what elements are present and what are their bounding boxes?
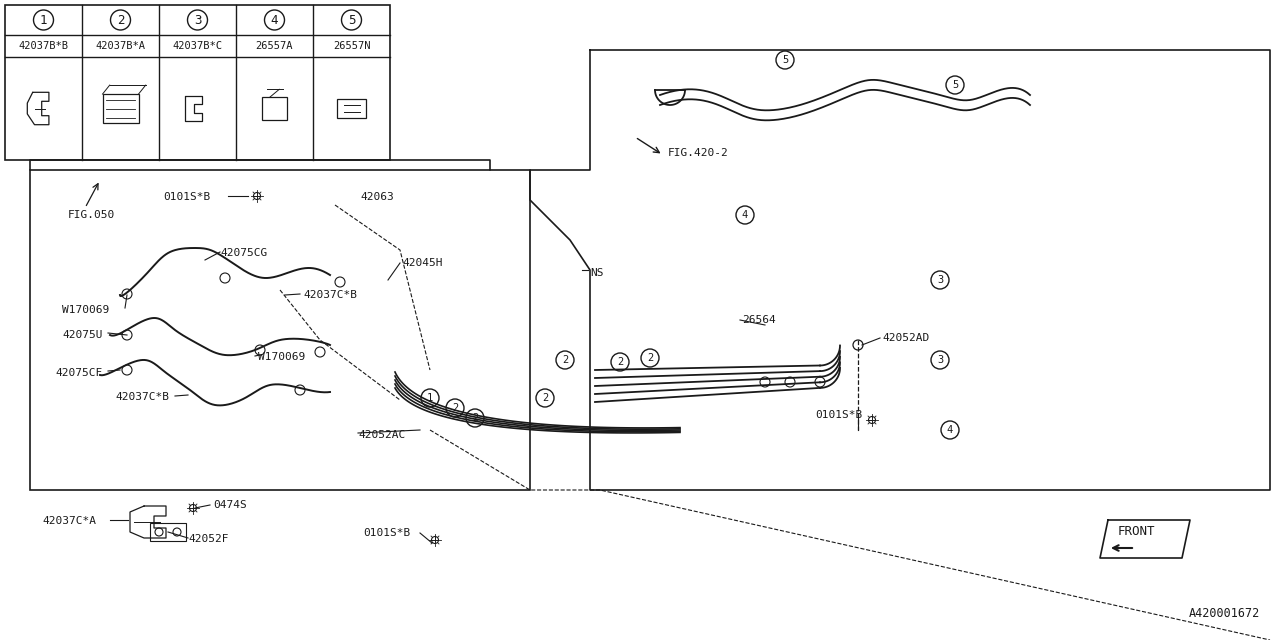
Text: 42052AC: 42052AC [358, 430, 406, 440]
Bar [150, 523, 186, 541]
Text: 42075CG: 42075CG [220, 248, 268, 258]
Text: 26564: 26564 [742, 315, 776, 325]
Text: W170069: W170069 [259, 352, 305, 362]
Text: 2: 2 [452, 403, 458, 413]
Text: 5: 5 [782, 55, 788, 65]
Text: 0101S*B: 0101S*B [163, 192, 210, 202]
Text: 42052AD: 42052AD [882, 333, 929, 343]
Text: 26557A: 26557A [256, 41, 293, 51]
Text: 2: 2 [472, 413, 479, 423]
Text: 2: 2 [562, 355, 568, 365]
Text: 4: 4 [947, 425, 954, 435]
Bar [261, 97, 287, 120]
Text: 0101S*B: 0101S*B [815, 410, 863, 420]
Text: 2: 2 [646, 353, 653, 363]
Text: 3: 3 [937, 275, 943, 285]
Text: NS: NS [590, 268, 603, 278]
Text: 42037B*B: 42037B*B [18, 41, 69, 51]
Text: W170069: W170069 [61, 305, 109, 315]
Text: 3: 3 [193, 13, 201, 26]
Text: 42063: 42063 [360, 192, 394, 202]
Text: FIG.050: FIG.050 [68, 210, 115, 220]
Text: 0101S*B: 0101S*B [364, 528, 411, 538]
Text: 42037B*A: 42037B*A [96, 41, 146, 51]
Bar [337, 99, 366, 118]
Text: 2: 2 [116, 13, 124, 26]
Text: 42037C*B: 42037C*B [303, 290, 357, 300]
Text: 42045H: 42045H [402, 258, 443, 268]
Text: 42037C*B: 42037C*B [115, 392, 169, 402]
Bar [5, 5, 390, 160]
Text: 42037C*A: 42037C*A [42, 516, 96, 526]
Bar [29, 170, 530, 490]
Text: 4: 4 [271, 13, 278, 26]
Text: 5: 5 [348, 13, 356, 26]
Text: 3: 3 [937, 355, 943, 365]
Text: A420001672: A420001672 [1189, 607, 1260, 620]
Text: 2: 2 [541, 393, 548, 403]
Text: 42075U: 42075U [61, 330, 102, 340]
Text: FRONT: FRONT [1117, 525, 1156, 538]
Text: 42075CF: 42075CF [55, 368, 102, 378]
Text: 1: 1 [40, 13, 47, 26]
Bar [102, 94, 138, 123]
Text: 2: 2 [617, 357, 623, 367]
Text: 5: 5 [952, 80, 959, 90]
Text: 4: 4 [742, 210, 748, 220]
Text: 42037B*C: 42037B*C [173, 41, 223, 51]
Text: FIG.420-2: FIG.420-2 [668, 148, 728, 158]
Text: 0474S: 0474S [212, 500, 247, 510]
Text: 1: 1 [426, 393, 433, 403]
Text: 26557N: 26557N [333, 41, 370, 51]
Text: 42052F: 42052F [188, 534, 229, 544]
